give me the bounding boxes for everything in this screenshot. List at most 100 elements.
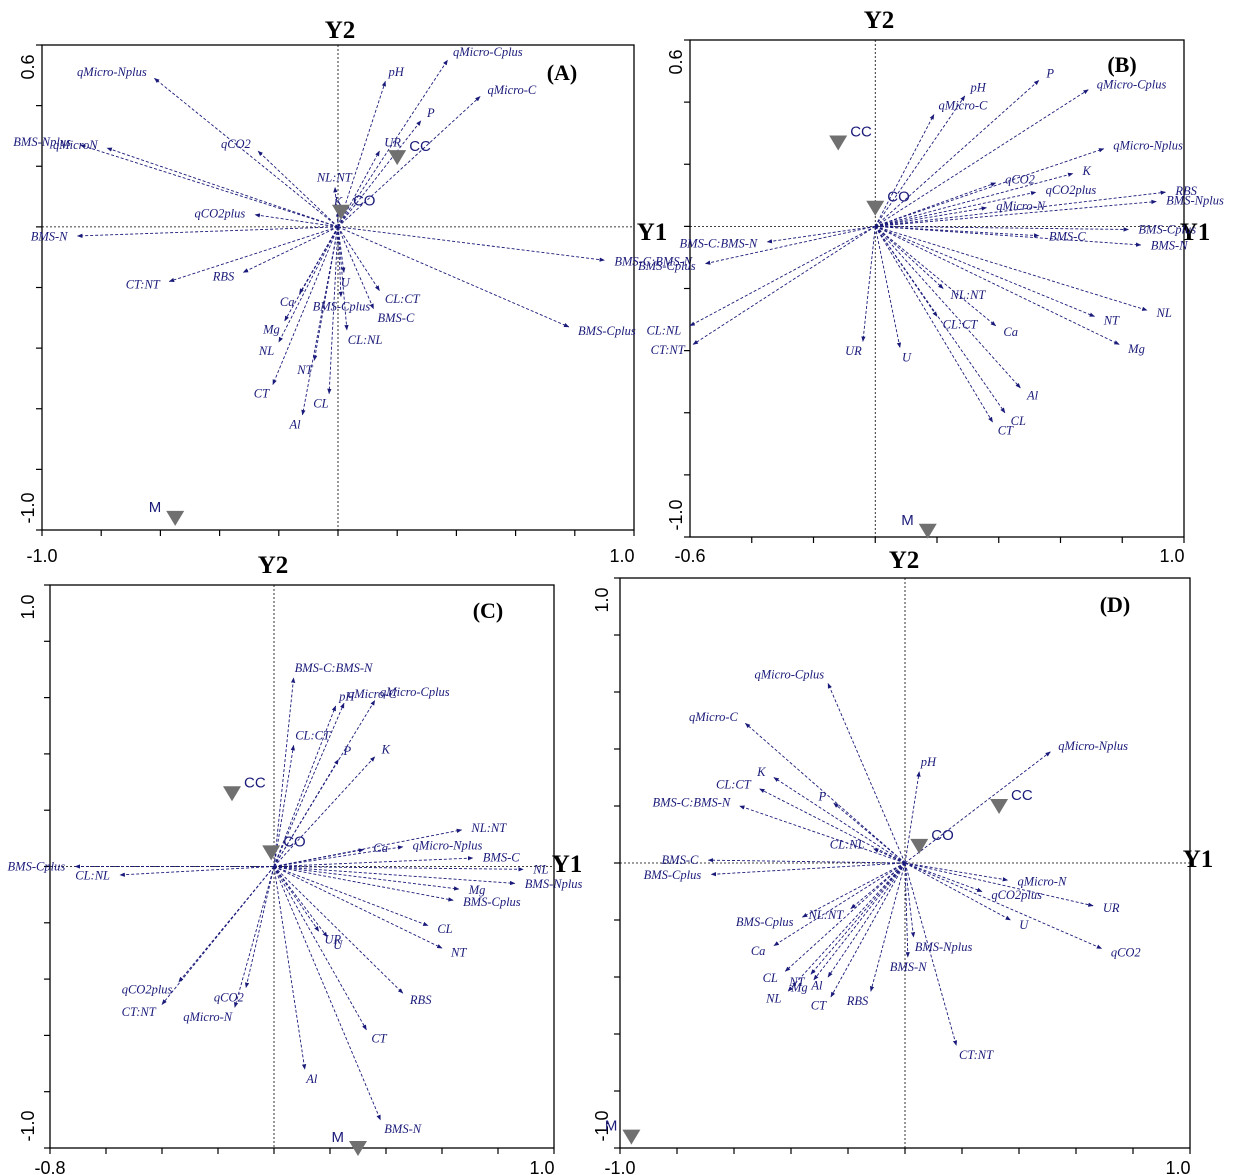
vector-arrow-bms-c — [273, 856, 474, 867]
x-tick-label-min: -0.6 — [674, 546, 705, 566]
vector-arrow-qmicro-cplus — [827, 682, 906, 864]
vector-arrow-mg — [875, 225, 1120, 345]
vector-arrow-cl — [273, 866, 429, 927]
vector-arrow-qmicro-c — [744, 722, 906, 864]
vector-label-ca: Ca — [280, 295, 295, 309]
vector-label-bms-cplus: BMS-Cplus — [638, 259, 696, 273]
centroid-marker-cc — [223, 786, 241, 802]
vector-label-cl-ct: CL:CT — [385, 292, 421, 306]
vertical-axis-title: Y2 — [864, 7, 895, 34]
vector-arrow-qmicro-cplus — [875, 89, 1089, 227]
vector-arrow-bms-cplus — [273, 866, 454, 902]
vector-label-qmicro-cplus: qMicro-Cplus — [754, 667, 824, 681]
vector-label-mg: Mg — [262, 323, 280, 337]
vector-label-mg: Mg — [1127, 342, 1145, 356]
vector-label-qco2plus: qCO2plus — [991, 888, 1042, 902]
vector-arrow-ct-nt — [904, 862, 958, 1046]
vector-arrow-u — [874, 226, 902, 349]
centroid-label-m: M — [149, 499, 162, 516]
vector-label-cl: CL — [437, 922, 452, 936]
vector-label-nt: NT — [450, 946, 467, 960]
centroid-marker-co — [866, 200, 885, 216]
vector-arrow-k — [875, 172, 1074, 227]
vector-label-p: P — [426, 106, 435, 120]
centroid-label-co: CO — [353, 193, 376, 210]
horizontal-axis-title: Y1 — [1180, 219, 1211, 246]
vector-label-nl-nt: NL:NT — [316, 170, 353, 184]
vector-arrow-qmicron — [106, 147, 339, 228]
centroid-marker-m — [918, 523, 937, 539]
vector-label-cl-nl: CL:NL — [646, 324, 681, 338]
vector-arrow-al — [301, 226, 339, 416]
vector-label-qmicro-cplus: qMicro-Cplus — [453, 45, 523, 59]
vector-label-u: U — [902, 350, 912, 364]
centroid-label-co: CO — [887, 189, 910, 206]
vector-arrow-bms-n — [273, 866, 381, 1121]
vector-label-qco2plus: qCO2plus — [122, 983, 173, 997]
vector-label-bms-cplus: BMS-Cplus — [736, 915, 794, 929]
vector-arrow-ur — [337, 150, 380, 228]
vector-label-cl: CL — [763, 971, 778, 985]
vector-label-bms-nplus: BMS-Nplus — [13, 135, 71, 149]
vector-label-ur: UR — [384, 135, 401, 149]
vector-label-qco2: qCO2 — [1005, 172, 1035, 186]
vector-arrow-nt — [273, 866, 443, 949]
vector-label-rbs: RBS — [1174, 184, 1197, 198]
vector-arrow-qmicro-n — [904, 862, 1009, 882]
vector-label-ca: Ca — [751, 944, 766, 958]
vector-label-nl: NL — [1156, 306, 1172, 320]
horizontal-axis-title: Y1 — [637, 219, 668, 246]
vector-arrow-ur — [904, 862, 1094, 907]
vector-arrow-p — [874, 80, 1040, 227]
vector-label-ct-nt: CT:NT — [126, 278, 161, 292]
panel-c: -0.8 1.0 1.0 -1.0 Y2 Y1 (C) BMS-C:BMS-N qMicro-C… — [8, 552, 583, 1175]
x-tick-label-max: 1.0 — [1165, 1158, 1190, 1175]
panel-label: (C) — [473, 598, 504, 623]
vector-label-mg: Mg — [790, 981, 808, 995]
vector-arrow-bms-cplus — [337, 226, 343, 298]
centroid-marker-cc — [829, 135, 848, 151]
vector-label-bms-n: BMS-N — [1151, 239, 1188, 253]
vector-label-qmicron: qMicroN — [53, 138, 98, 152]
vector-label-qmicro-nplus: qMicro-Nplus — [1113, 139, 1183, 153]
vector-arrow-ph — [874, 95, 966, 227]
vector-label-al: Al — [810, 978, 823, 992]
vector-label-nl-nt: NL:NT — [950, 288, 987, 302]
vector-arrow-qco2 — [257, 150, 339, 228]
vector-arrow-qmicro-nplus — [273, 845, 404, 867]
vector-label-bms-n: BMS-N — [890, 960, 927, 974]
y-tick-label-min: -1.0 — [18, 1110, 38, 1141]
vector-arrow-cl-nl — [119, 866, 275, 877]
panel-label: (D) — [1100, 592, 1131, 617]
vector-label-bms-c-bms-n: BMS-C:BMS-N — [652, 796, 730, 810]
vector-arrow-nl — [875, 225, 1148, 311]
centroid-marker-m — [349, 1141, 367, 1156]
vector-label-bms-cplus: BMS-Cplus — [313, 300, 371, 314]
vector-arrow-bms-n — [904, 862, 910, 958]
vector-label-k: K — [756, 765, 766, 779]
x-tick-label-max: 1.0 — [609, 546, 634, 566]
vector-label-k: K — [1082, 164, 1092, 178]
vector-label-ph: pH — [920, 755, 937, 769]
vector-label-qmicro-cplus: qMicro-Cplus — [1097, 77, 1167, 91]
vector-label-nl-nt: NL:NT — [470, 821, 507, 835]
vector-arrow-bms-n — [76, 226, 339, 238]
vector-label-nl: NL — [258, 344, 274, 358]
vector-arrow-qmicro-n — [234, 866, 275, 1008]
vector-label-qmicro-c: qMicro-C — [487, 83, 536, 97]
vector-arrow-cl-nl — [689, 225, 876, 327]
vector-arrow-p — [833, 802, 906, 864]
vector-label-qmicro-nplus: qMicro-Nplus — [77, 65, 147, 79]
centroid-label-cc: CC — [409, 138, 431, 155]
centroid-marker-m — [166, 510, 185, 526]
vector-arrow-bms-c-bms-n — [273, 677, 296, 867]
vector-label-bms-c-bms-n: BMS-C:BMS-N — [614, 254, 692, 268]
vector-label-qmicro-nplus: qMicro-Nplus — [413, 838, 483, 852]
panel-a: -1.0 1.0 0.6 -1.0 Y2 Y1 (A) qMicro-Nplus qMicro-… — [13, 17, 692, 566]
vector-arrow-qco2plus — [875, 191, 1037, 227]
x-tick-label-min: -1.0 — [26, 546, 57, 566]
vector-label-bms-cplus: BMS-Cplus — [644, 868, 702, 882]
x-tick-label-max: 1.0 — [529, 1158, 554, 1175]
